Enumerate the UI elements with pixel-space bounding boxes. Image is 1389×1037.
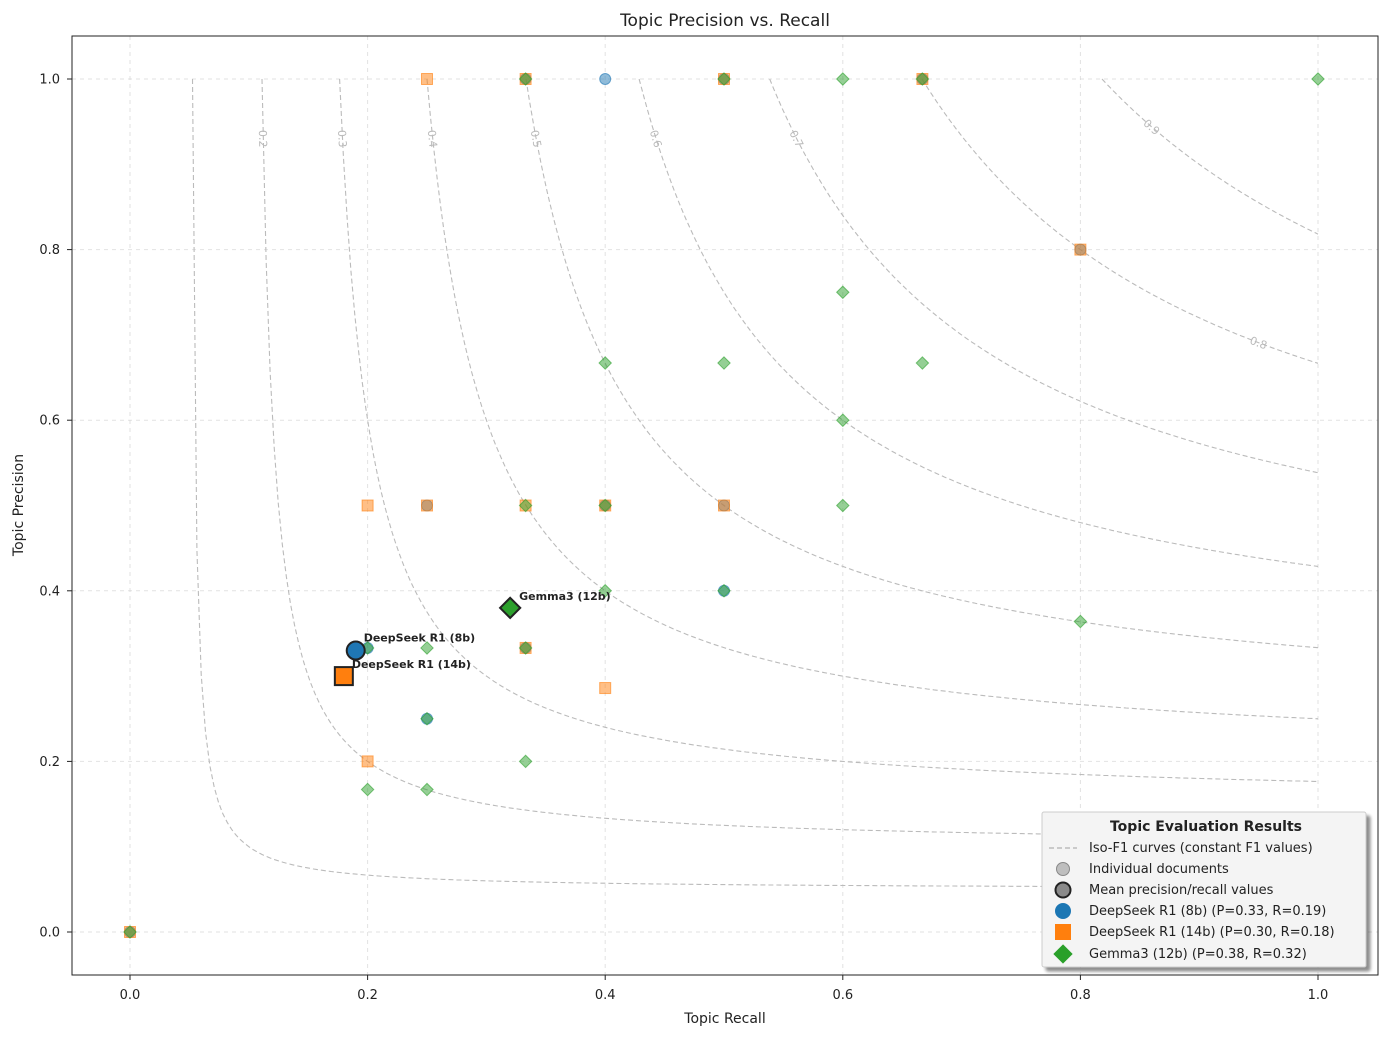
legend-entry-label: Gemma3 (12b) (P=0.38, R=0.32) (1089, 947, 1307, 962)
mean-marker-square (333, 666, 354, 687)
document-point-diamond (717, 583, 731, 598)
document-point-diamond (598, 583, 613, 598)
iso-f1-curve-0.3 (339, 78, 1319, 783)
legend-box (1041, 811, 1367, 968)
document-point-diamond (518, 498, 533, 513)
document-point-diamond (518, 72, 533, 86)
legend-series-marker-circle (1055, 903, 1071, 919)
mean-annotation: Gemma3 (12b) (519, 590, 611, 603)
y-axis-label: Topic Precision (11, 454, 27, 557)
document-point-diamond (717, 72, 731, 86)
axis-ticks: 0.0 0.2 0.4 0.6 0.8 1.0 0.0 0.2 0.4 0.6 0.8 1.0 (39, 73, 1328, 1004)
document-point-diamond (360, 782, 375, 797)
document-point-diamond (835, 285, 850, 300)
legend-entry-label: DeepSeek R1 (14b) (P=0.30, R=0.18) (1089, 925, 1335, 940)
x-tick-label: 0.4 (595, 988, 616, 1003)
document-point-diamond (1073, 614, 1088, 629)
document-point-square (599, 682, 612, 695)
mean-annotation: DeepSeek R1 (8b) (364, 632, 475, 645)
legend-entry-label: Mean precision/recall values (1089, 883, 1274, 898)
y-tick-label: 0.2 (39, 755, 60, 770)
mean-annotation: DeepSeek R1 (14b) (352, 658, 471, 671)
iso-f1-curves: 0.2 0.3 0.4 0.5 0.6 0.70.80.9 (191, 78, 1319, 888)
document-point-diamond (123, 925, 137, 939)
document-point-diamond (420, 711, 434, 726)
document-point-diamond (598, 356, 613, 370)
document-point-square (1074, 243, 1087, 256)
legend-series-marker-diamond (1053, 944, 1073, 964)
iso-f1-curve-0.4 (426, 78, 1319, 720)
plot-frame (71, 35, 1379, 976)
document-point-diamond (835, 72, 850, 86)
document-point-diamond (598, 498, 613, 513)
x-axis-label: Topic Recall (683, 1011, 765, 1027)
iso-f1-label: 0.5 (528, 129, 544, 149)
legend: Topic Evaluation Results Iso-F1 curves (c… (1041, 811, 1367, 968)
document-point-diamond (835, 498, 850, 513)
x-tick-label: 0.6 (832, 988, 853, 1003)
document-point-diamond (835, 413, 850, 428)
document-point-diamond (518, 754, 533, 769)
document-point-diamond (717, 356, 731, 370)
document-point-square (361, 755, 374, 768)
iso-f1-curve-0.7 (769, 78, 1319, 474)
document-point-square (718, 499, 730, 512)
document-point-diamond (915, 356, 930, 370)
legend-individual-marker (1056, 862, 1070, 876)
y-tick-label: 1.0 (39, 73, 60, 88)
mean-marker-circle (345, 640, 366, 661)
document-point-diamond (420, 641, 434, 655)
iso-f1-label: 0.3 (335, 130, 349, 148)
document-point-square (421, 73, 433, 85)
y-tick-label: 0.6 (39, 414, 60, 429)
iso-f1-label: 0.2 (256, 130, 269, 148)
mean-markers: DeepSeek R1 (8b) DeepSeek R1 (14b) Gemma3 … (333, 590, 611, 687)
iso-f1-label: 0.6 (647, 129, 665, 150)
legend-mean-marker (1054, 881, 1072, 899)
x-tick-label: 0.2 (357, 988, 378, 1003)
iso-f1-curve-0.2 (261, 78, 1318, 838)
document-points (123, 72, 1325, 939)
document-point-diamond (420, 782, 434, 797)
mean-marker-diamond (498, 596, 522, 620)
y-tick-label: 0.0 (39, 926, 60, 941)
iso-f1-curve-0.5 (525, 78, 1319, 649)
x-tick-label: 0.8 (1070, 988, 1091, 1003)
legend-series-marker-square (1055, 924, 1071, 940)
document-point-circle (599, 73, 612, 85)
iso-f1-curve-0.9 (1101, 78, 1319, 235)
iso-f1-curve-0.1 (191, 78, 1318, 888)
x-tick-label: 1.0 (1308, 988, 1329, 1003)
iso-f1-curve-0.8 (921, 78, 1319, 364)
legend-entry-label: Iso-F1 curves (constant F1 values) (1089, 841, 1313, 856)
iso-f1-label: 0.8 (1248, 334, 1269, 352)
iso-f1-label: 0.4 (425, 129, 440, 148)
document-point-diamond (915, 72, 930, 86)
y-tick-label: 0.8 (39, 243, 60, 258)
document-point-diamond (518, 641, 533, 655)
y-tick-label: 0.4 (39, 584, 60, 599)
legend-title: Topic Evaluation Results (1110, 819, 1302, 835)
document-point-square (421, 499, 433, 512)
document-point-square (361, 499, 374, 512)
document-point-diamond (1311, 72, 1325, 86)
legend-entry-label: Individual documents (1089, 862, 1229, 877)
x-tick-label: 0.0 (120, 988, 141, 1003)
iso-f1-curve-0.6 (638, 78, 1319, 567)
iso-f1-label: 0.7 (786, 128, 806, 149)
chart-title: Topic Precision vs. Recall (619, 11, 830, 31)
legend-entry-label: DeepSeek R1 (8b) (P=0.33, R=0.19) (1089, 904, 1326, 919)
